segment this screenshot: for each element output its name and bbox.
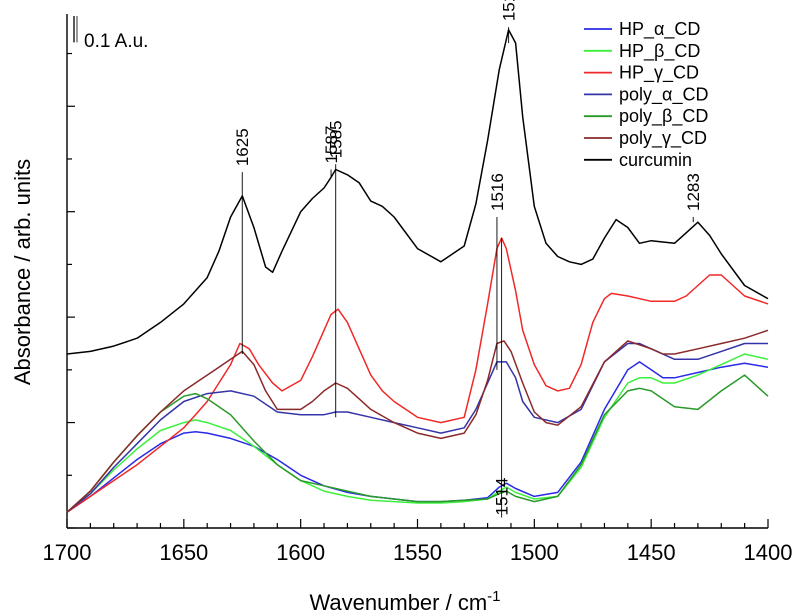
y-axis [66, 14, 75, 529]
x-tick-label: 1400 [744, 540, 792, 565]
series-layer [66, 29, 769, 513]
x-tick-label: 1600 [276, 540, 325, 565]
x-axis-title-sup: -1 [487, 588, 500, 605]
series-line-poly_β_CD [66, 374, 769, 513]
peak-label-1585: 1585 [327, 120, 346, 158]
series-line-curcumin [66, 29, 769, 355]
peak-label-1587: 1587 [322, 126, 341, 164]
scale-bar-label: 0.1 A.u. [84, 31, 148, 52]
legend-label-curcumin: curcumin [619, 150, 692, 170]
series-line-poly_α_CD [66, 342, 768, 513]
x-axis: 1700 1650 1600 1550 1500 1450 1400 [43, 519, 792, 565]
legend-label-poly_γ_CD: poly_γ_CD [619, 128, 707, 149]
x-tick-label: 1450 [627, 540, 676, 565]
legend-label-HP_γ_CD: HP_γ_CD [619, 63, 699, 84]
peak-label-1516: 1516 [488, 173, 507, 211]
scale-bar: 0.1 A.u. [73, 16, 148, 52]
legend-label-poly_α_CD: poly_α_CD [619, 84, 708, 105]
x-axis-title: Wavenumber / cm-1 [309, 588, 500, 615]
series-line-HP_γ_CD [66, 237, 769, 513]
peak-label-1514: 1514 [493, 478, 512, 516]
x-axis-title-text: Wavenumber / cm [309, 590, 487, 615]
legend-label-HP_α_CD: HP_α_CD [619, 19, 700, 40]
x-tick-label: 1500 [510, 540, 559, 565]
series-line-HP_β_CD [66, 353, 769, 513]
series-line-poly_γ_CD [66, 329, 769, 513]
y-axis-title: Absorbance / arb. units [10, 159, 35, 385]
x-tick-label: 1700 [43, 540, 92, 565]
peak-label-1511: 1511 [500, 0, 519, 21]
legend-label-poly_β_CD: poly_β_CD [619, 106, 708, 127]
peak-label-1283: 1283 [684, 173, 703, 211]
x-tick-label: 1650 [159, 540, 208, 565]
legend-label-HP_β_CD: HP_β_CD [619, 41, 700, 62]
legend: HP_α_CDHP_β_CDHP_γ_CDpoly_α_CDpoly_β_CDp… [584, 19, 708, 170]
peak-label-1625: 1625 [233, 128, 252, 166]
x-tick-label: 1550 [393, 540, 442, 565]
